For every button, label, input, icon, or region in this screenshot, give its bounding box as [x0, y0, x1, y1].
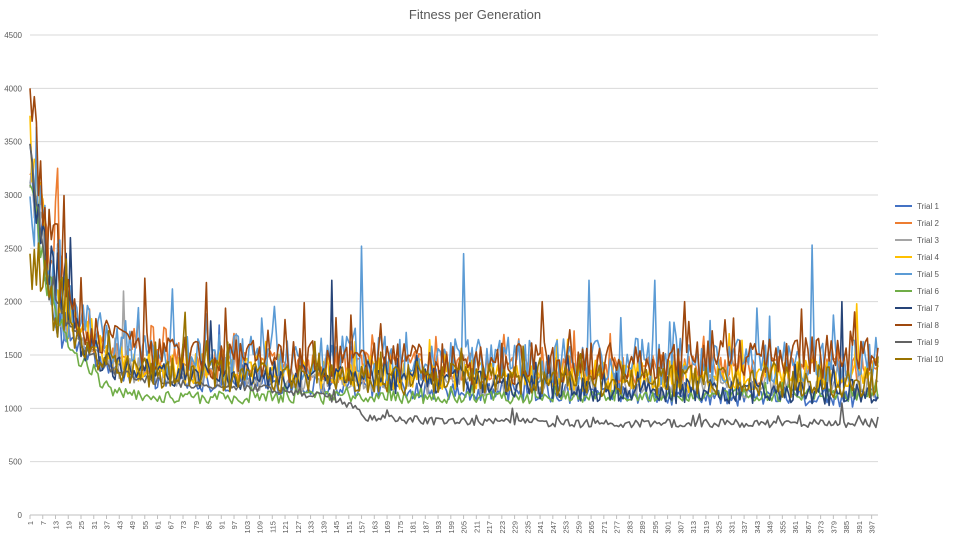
x-tick-label: 241: [536, 521, 545, 534]
series-line-8: [29, 88, 879, 386]
x-tick-label: 31: [90, 521, 99, 529]
series-line-10: [29, 242, 879, 399]
x-tick-label: 73: [179, 521, 188, 529]
x-tick-label: 175: [396, 521, 405, 534]
x-tick-label: 181: [409, 521, 418, 534]
x-tick-label: 247: [549, 521, 558, 534]
x-tick-label: 337: [740, 521, 749, 534]
x-tick-label: 187: [421, 521, 430, 534]
x-tick-label: 139: [319, 521, 328, 534]
x-tick-label: 349: [766, 521, 775, 534]
x-tick-label: 79: [192, 521, 201, 529]
x-tick-label: 253: [562, 521, 571, 534]
y-tick-label: 2000: [4, 298, 22, 307]
y-tick-label: 2500: [4, 244, 22, 253]
y-tick-label: 4500: [4, 31, 22, 40]
x-tick-label: 331: [727, 521, 736, 534]
chart-title: Fitness per Generation: [409, 7, 541, 22]
gridlines: [30, 34, 878, 516]
x-tick-label: 55: [141, 521, 150, 529]
y-tick-label: 4000: [4, 84, 22, 93]
y-tick-label: 3500: [4, 138, 22, 147]
x-tick-label: 343: [753, 521, 762, 534]
x-tick-label: 37: [103, 521, 112, 529]
x-tick-label: 373: [817, 521, 826, 534]
x-tick-label: 85: [205, 521, 214, 529]
x-tick-label: 43: [115, 521, 124, 529]
x-tick-label: 157: [358, 521, 367, 534]
legend-label-10: Trial 10: [917, 355, 944, 364]
y-tick-label: 1500: [4, 351, 22, 360]
x-tick-label: 121: [281, 521, 290, 534]
legend-label-1: Trial 1: [917, 202, 939, 211]
x-tick-label: 271: [600, 521, 609, 534]
x-tick-label: 151: [345, 521, 354, 534]
legend-label-9: Trial 9: [917, 338, 939, 347]
x-tick-label: 61: [154, 521, 163, 529]
x-tick-label: 205: [460, 521, 469, 534]
x-tick-label: 133: [307, 521, 316, 534]
x-tick-label: 385: [842, 521, 851, 534]
y-tick-label: 3000: [4, 191, 22, 200]
y-tick-label: 1000: [4, 404, 22, 413]
x-tick-label: 235: [523, 521, 532, 534]
x-tick-label: 169: [383, 521, 392, 534]
x-tick-label: 355: [778, 521, 787, 534]
x-tick-label: 325: [715, 521, 724, 534]
x-tick-label: 367: [804, 521, 813, 534]
x-axis: 1 7 13 19 25 31 37 43 49 55 61 67 73 79 85 91 97 103 109 11…: [26, 514, 878, 534]
x-tick-label: 1: [26, 521, 35, 525]
x-tick-label: 301: [664, 521, 673, 534]
x-tick-label: 91: [217, 521, 226, 529]
x-tick-label: 7: [39, 521, 48, 525]
x-tick-label: 115: [268, 521, 277, 533]
x-tick-label: 163: [370, 521, 379, 534]
y-axis-ticks: 0 500 1000 1500 2000 2500 3000 3500 4000 4500: [4, 31, 22, 520]
legend-label-8: Trial 8: [917, 321, 939, 330]
x-tick-label: 259: [574, 521, 583, 534]
x-tick-label: 145: [332, 521, 341, 534]
x-tick-label: 295: [651, 521, 660, 534]
x-tick-label: 391: [855, 521, 864, 534]
x-tick-label: 223: [498, 521, 507, 534]
x-tick-label: 313: [689, 521, 698, 534]
legend: Trial 1 Trial 2 Trial 3 Trial 4 Trial 5 Trial…: [895, 202, 944, 364]
series-lines: [29, 88, 879, 429]
x-tick-label: 229: [511, 521, 520, 534]
x-tick-label: 13: [52, 521, 61, 529]
x-tick-label: 265: [587, 521, 596, 534]
x-tick-label: 199: [447, 521, 456, 534]
legend-label-5: Trial 5: [917, 270, 939, 279]
legend-label-3: Trial 3: [917, 236, 939, 245]
x-tick-label: 97: [230, 521, 239, 529]
legend-label-6: Trial 6: [917, 287, 939, 296]
x-tick-label: 289: [638, 521, 647, 534]
x-tick-label: 217: [485, 521, 494, 534]
x-tick-label: 277: [613, 521, 622, 534]
x-tick-label: 103: [243, 521, 252, 534]
x-tick-label: 19: [64, 521, 73, 529]
x-tick-label: 25: [77, 521, 86, 529]
y-tick-label: 0: [18, 511, 23, 520]
legend-label-7: Trial 7: [917, 304, 939, 313]
y-tick-label: 500: [9, 458, 23, 467]
x-tick-label: 49: [128, 521, 137, 529]
x-tick-label: 379: [829, 521, 838, 534]
x-tick-label: 361: [791, 521, 800, 534]
x-tick-label: 397: [868, 521, 877, 534]
series-line-9: [29, 143, 879, 429]
legend-label-4: Trial 4: [917, 253, 939, 262]
x-tick-label: 109: [256, 521, 265, 534]
x-tick-label: 307: [676, 521, 685, 534]
x-tick-label: 127: [294, 521, 303, 534]
legend-label-2: Trial 2: [917, 219, 939, 228]
x-tick-label: 67: [166, 521, 175, 529]
x-tick-label: 319: [702, 521, 711, 534]
x-tick-label: 283: [625, 521, 634, 534]
x-tick-label: 193: [434, 521, 443, 534]
x-tick-label: 211: [472, 521, 481, 533]
